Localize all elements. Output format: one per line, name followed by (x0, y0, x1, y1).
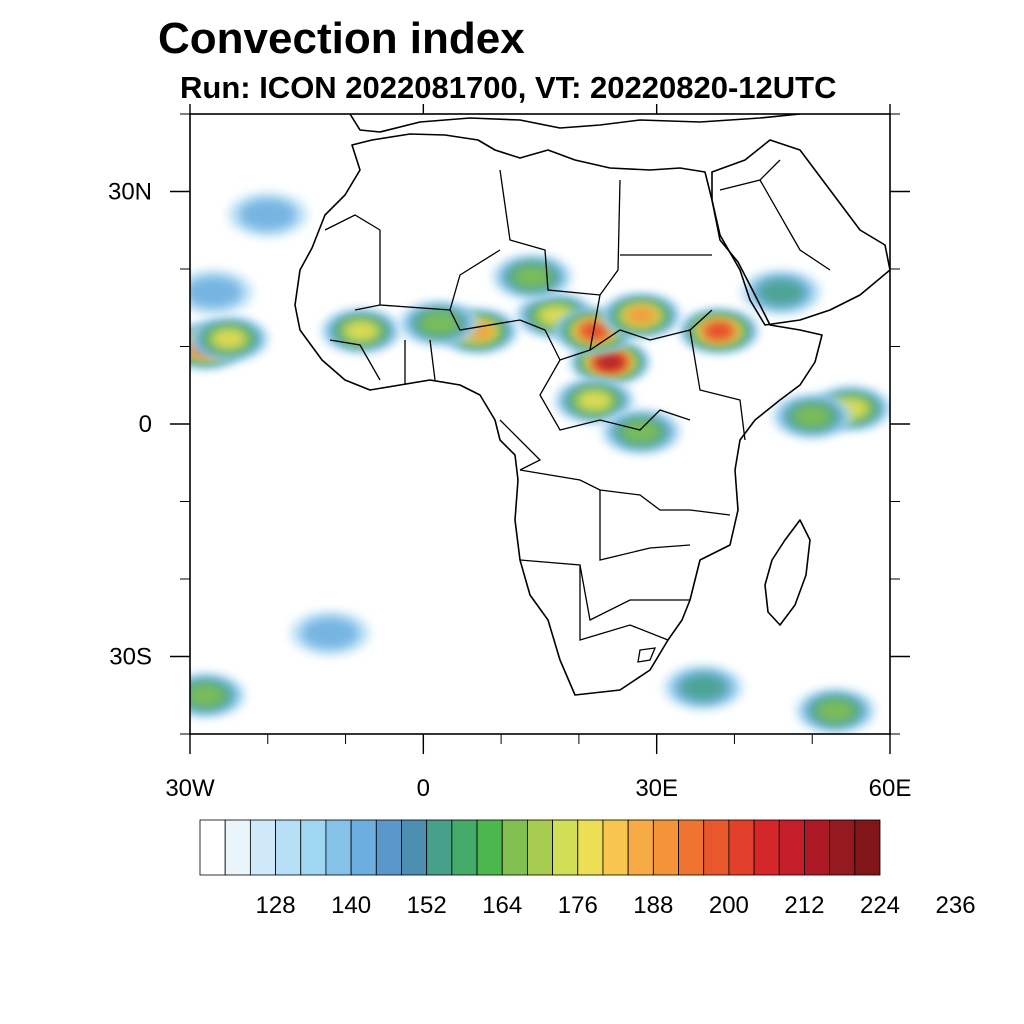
convection-cell (239, 198, 297, 231)
colorbar-swatch (829, 819, 856, 876)
colorbar-swatch (300, 819, 327, 876)
colorbar-swatch (501, 819, 528, 876)
colorbar-label: 200 (709, 892, 749, 919)
convection-cell (625, 306, 657, 325)
convection-cell (190, 276, 242, 309)
convection-cell (579, 322, 609, 340)
colorbar-swatch (527, 819, 553, 876)
colorbar: 128 140 152 164 176 188 200 212 224 236 (199, 819, 976, 919)
y-tick-label: 0 (139, 411, 152, 438)
colorbar-swatch (652, 819, 679, 876)
colorbar-swatch (602, 819, 629, 876)
colorbar-label: 128 (256, 892, 296, 919)
convection-cell (680, 674, 727, 701)
colorbar-swatch (325, 819, 352, 876)
convection-cell (704, 322, 734, 340)
colorbar-label: 212 (784, 892, 824, 919)
colorbar-label: 164 (482, 892, 522, 919)
convection-cell (190, 684, 226, 707)
x-tick-label: 30E (635, 775, 678, 802)
convection-cell (758, 279, 805, 306)
colorbar-swatch (426, 819, 453, 876)
convection-cell (512, 265, 552, 288)
colorbar-swatch (224, 819, 251, 876)
convection-cell (301, 617, 359, 650)
colorbar-swatch (804, 819, 831, 876)
colorbar-swatch (778, 819, 805, 876)
x-tick-label: 60E (869, 775, 912, 802)
x-tick-label: 0 (417, 775, 430, 802)
colorbar-swatch (401, 819, 428, 876)
colorbar-swatch (199, 819, 226, 876)
convection-cell (211, 328, 247, 349)
convection-cell (792, 405, 832, 428)
colorbar-label: 236 (936, 892, 976, 919)
colorbar-swatch (275, 819, 302, 876)
y-tick-label: 30S (109, 644, 152, 671)
convection-cell (419, 312, 459, 335)
x-tick-label: 30W (165, 775, 215, 802)
colorbar-swatch (249, 819, 276, 876)
arabia-coastline (711, 139, 890, 326)
africa-coastline (294, 133, 823, 696)
colorbar-label: 176 (558, 892, 598, 919)
convection-field (190, 192, 890, 733)
colorbar-label: 188 (633, 892, 673, 919)
axes: 30W 0 30E 60E 30N 0 30S (108, 104, 911, 802)
colorbar-swatch (577, 819, 604, 876)
y-tick-label: 30N (108, 179, 152, 206)
convection-cell (343, 321, 379, 341)
colorbar-label: 152 (407, 892, 447, 919)
colorbar-swatch (753, 819, 780, 876)
madagascar-coastline (764, 519, 811, 626)
colorbar-label: 224 (860, 892, 900, 919)
colorbar-swatch (728, 819, 755, 876)
convection-cell (815, 699, 856, 722)
mediterranean-north-coast (349, 114, 801, 133)
colorbar-swatch (552, 819, 579, 876)
colorbar-swatch (350, 819, 377, 876)
colorbar-swatch (375, 819, 402, 876)
convection-cell (596, 354, 624, 370)
colorbar-swatch (854, 819, 881, 876)
colorbar-swatch (703, 819, 730, 876)
colorbar-label: 140 (331, 892, 371, 919)
chart-subtitle: Run: ICON 2022081700, VT: 20220820-12UTC (180, 70, 837, 105)
convection-cell (621, 420, 661, 443)
chart-title: Convection index (158, 14, 525, 63)
country-borders (324, 159, 831, 663)
colorbar-swatch (678, 819, 705, 876)
colorbar-swatch (451, 819, 478, 876)
convection-cell (577, 390, 612, 411)
colorbar-swatch (627, 819, 654, 876)
colorbar-swatch (476, 819, 503, 876)
